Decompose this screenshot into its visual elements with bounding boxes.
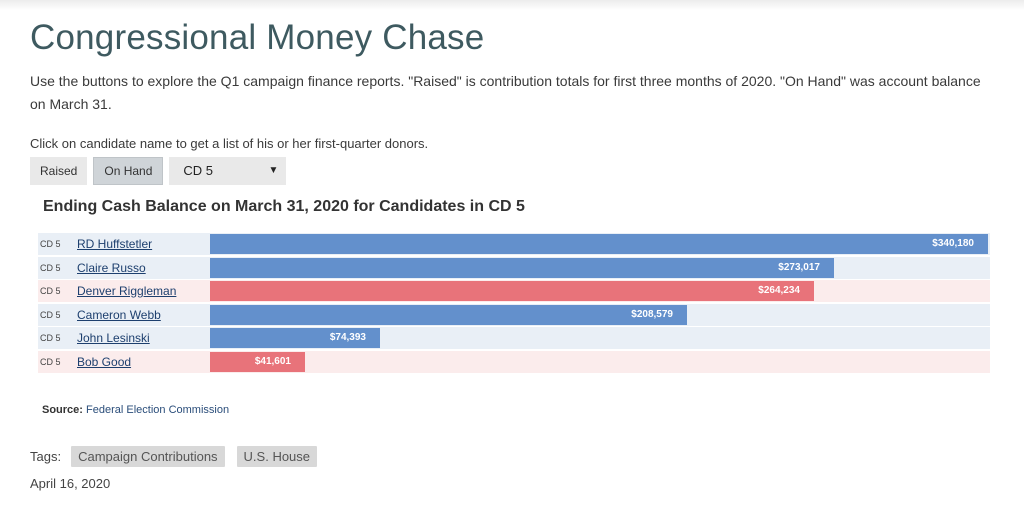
- chart-row: CD 5 RD Huffstetler $340,180: [38, 233, 990, 255]
- chart-row: CD 5 Denver Riggleman $264,234: [38, 280, 990, 302]
- bar: [210, 351, 305, 372]
- candidate-name-link[interactable]: Cameron Webb: [77, 307, 161, 322]
- on-hand-button[interactable]: On Hand: [93, 157, 164, 185]
- publish-date: April 16, 2020: [30, 476, 111, 491]
- district-label: CD 5: [40, 356, 61, 367]
- district-select[interactable]: CD 5 ▼: [169, 157, 287, 185]
- intro-text: Use the buttons to explore the Q1 campai…: [30, 73, 981, 112]
- chart-title: Ending Cash Balance on March 31, 2020 fo…: [43, 198, 525, 215]
- value-label: $273,017: [778, 261, 820, 273]
- page-title: Congressional Money Chase: [30, 18, 485, 57]
- bar-chart: CD 5 RD Huffstetler $340,180 CD 5 Claire Rus…: [38, 233, 990, 374]
- district-label: CD 5: [40, 286, 61, 296]
- value-label: $41,601: [254, 355, 291, 367]
- district-label: CD 5: [40, 309, 61, 320]
- candidate-name-link[interactable]: Claire Russo: [77, 260, 146, 275]
- value-label: $74,393: [329, 332, 366, 343]
- chart-row: CD 5 Bob Good $41,601: [38, 350, 990, 373]
- tags-label: Tags:: [30, 449, 62, 464]
- chevron-down-icon: ▼: [268, 165, 279, 176]
- source-line: Source: Federal Election Commission: [42, 404, 229, 416]
- bar: [210, 328, 380, 348]
- source-text: Federal Election Commission: [86, 404, 230, 416]
- district-select-value: CD 5: [183, 163, 214, 178]
- chart-row: CD 5 Cameron Webb $208,579: [38, 303, 990, 326]
- candidate-name-link[interactable]: Bob Good: [77, 354, 132, 369]
- tags: Tags: Campaign Contributions U.S. House: [30, 446, 329, 467]
- tag-campaign-contributions[interactable]: Campaign Contributions: [71, 446, 225, 467]
- chart-row: CD 5 John Lesinski $74,393: [38, 327, 990, 349]
- top-shadow: [0, 0, 1024, 10]
- hint-text: Click on candidate name to get a list of…: [30, 136, 429, 151]
- value-label: $340,180: [932, 238, 974, 249]
- district-label: CD 5: [40, 239, 61, 249]
- chart-controls: Raised On Hand CD 5 ▼: [30, 157, 287, 185]
- tag-us-house[interactable]: U.S. House: [236, 446, 318, 467]
- source-label: Source:: [42, 404, 83, 416]
- bar: [210, 234, 988, 254]
- bar: [210, 257, 834, 278]
- district-label: CD 5: [40, 333, 61, 343]
- candidate-name-link[interactable]: Denver Riggleman: [77, 284, 177, 298]
- candidate-name-link[interactable]: RD Huffstetler: [77, 237, 153, 251]
- bar: [210, 304, 687, 325]
- bar: [210, 281, 814, 301]
- district-label: CD 5: [40, 262, 61, 273]
- value-label: $264,234: [758, 285, 800, 296]
- chart-row: CD 5 Claire Russo $273,017: [38, 256, 990, 279]
- raised-button[interactable]: Raised: [30, 157, 88, 185]
- candidate-name-link[interactable]: John Lesinski: [77, 331, 150, 345]
- value-label: $208,579: [631, 308, 673, 320]
